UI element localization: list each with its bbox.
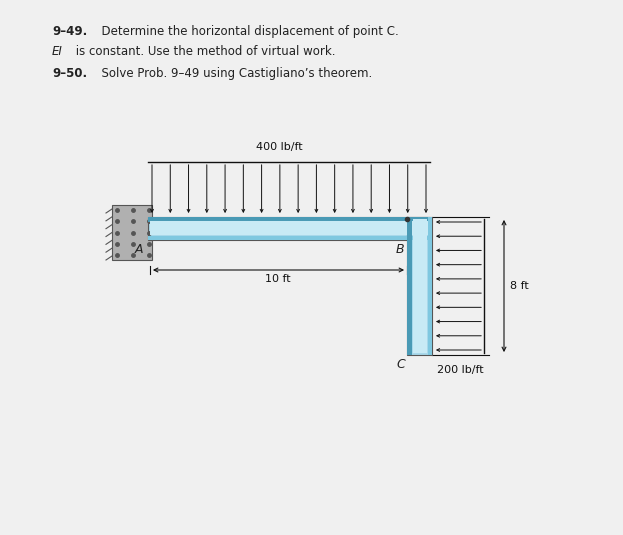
Bar (148, 217, 430, 240)
Text: EI: EI (52, 45, 63, 58)
Bar (148, 236, 430, 240)
Bar (112, 205, 152, 260)
Text: 400 lb/ft: 400 lb/ft (255, 142, 302, 152)
Bar (407, 217, 432, 355)
Text: is constant. Use the method of virtual work.: is constant. Use the method of virtual w… (72, 45, 336, 58)
Bar (150, 221, 428, 235)
Bar (148, 217, 430, 222)
Text: B: B (396, 243, 404, 256)
Text: C: C (396, 358, 405, 371)
Bar (407, 217, 412, 355)
Bar (428, 217, 432, 355)
Text: Solve Prob. 9–49 using Castigliano’s theorem.: Solve Prob. 9–49 using Castigliano’s the… (94, 67, 373, 80)
Text: 200 lb/ft: 200 lb/ft (437, 365, 483, 375)
Text: 9–50.: 9–50. (52, 67, 87, 80)
Text: Determine the horizontal displacement of point C.: Determine the horizontal displacement of… (94, 25, 399, 38)
Text: 9–49.: 9–49. (52, 25, 87, 38)
Bar (413, 219, 427, 353)
Text: 10 ft: 10 ft (265, 274, 290, 284)
Text: A: A (135, 243, 143, 256)
Text: 8 ft: 8 ft (510, 281, 529, 291)
